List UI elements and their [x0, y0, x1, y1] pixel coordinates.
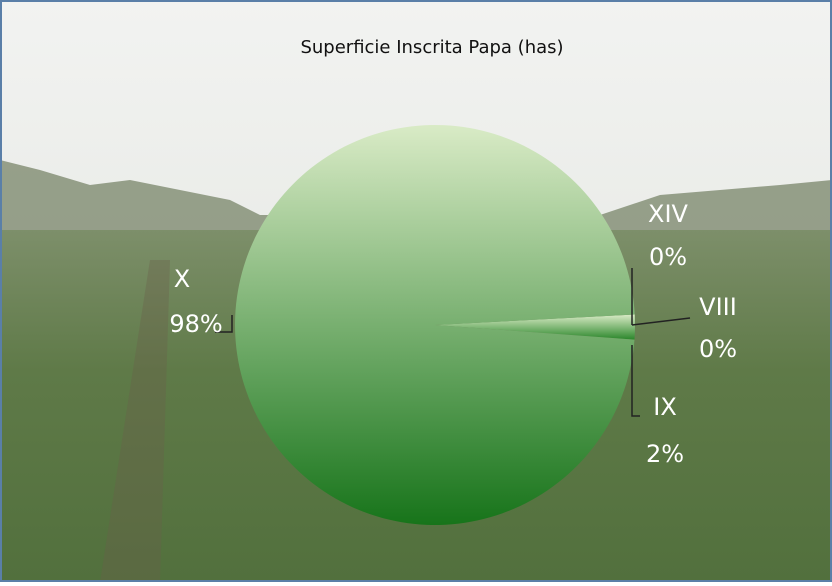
- page: Superficie Inscrita Papa (has) XIV 0% VIII…: [0, 0, 832, 586]
- chart: Superficie Inscrita Papa (has) XIV 0% VIII…: [0, 0, 832, 582]
- value-label: 2%: [646, 440, 684, 468]
- value-label: 98%: [169, 310, 222, 338]
- category-label: XIV: [648, 200, 689, 228]
- pie: [235, 125, 635, 525]
- value-label: 0%: [649, 243, 687, 271]
- value-label: 0%: [699, 335, 737, 363]
- chart-title: Superficie Inscrita Papa (has): [300, 37, 563, 58]
- category-label: X: [174, 265, 190, 293]
- category-label: IX: [653, 393, 677, 421]
- category-label: VIII: [699, 293, 737, 321]
